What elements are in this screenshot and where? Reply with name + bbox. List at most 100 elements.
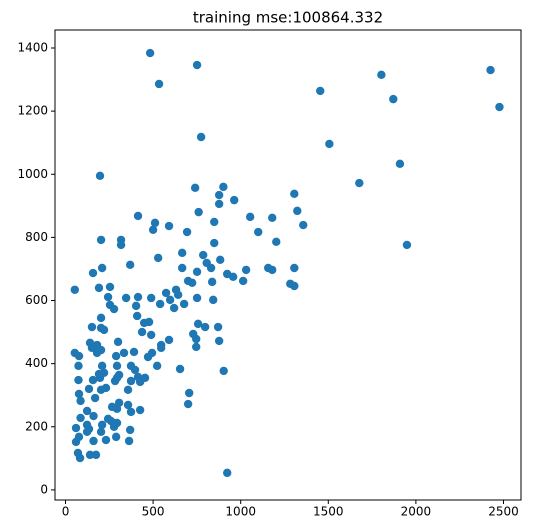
point bbox=[254, 227, 263, 237]
y-tick-label: 1200 bbox=[17, 104, 48, 118]
point bbox=[199, 250, 208, 260]
point bbox=[97, 361, 107, 371]
y-tick-label: 600 bbox=[25, 293, 48, 307]
point bbox=[135, 405, 145, 415]
point bbox=[112, 418, 122, 428]
point bbox=[145, 48, 155, 58]
point bbox=[177, 263, 187, 273]
point bbox=[210, 238, 219, 248]
point bbox=[82, 427, 92, 437]
point bbox=[299, 220, 308, 230]
point bbox=[164, 221, 174, 231]
point bbox=[228, 272, 238, 282]
point bbox=[74, 351, 84, 361]
point bbox=[132, 311, 142, 321]
point bbox=[290, 281, 299, 291]
point bbox=[109, 304, 119, 314]
point bbox=[137, 327, 147, 337]
point bbox=[165, 295, 175, 305]
point bbox=[129, 347, 139, 357]
point bbox=[152, 361, 162, 371]
point bbox=[184, 388, 194, 398]
point bbox=[175, 364, 185, 374]
point bbox=[164, 335, 174, 345]
point bbox=[95, 373, 105, 383]
point bbox=[91, 450, 101, 460]
point bbox=[96, 313, 106, 323]
point bbox=[123, 400, 133, 410]
point bbox=[124, 436, 134, 446]
point bbox=[89, 411, 98, 421]
point bbox=[223, 468, 232, 478]
point bbox=[219, 182, 228, 192]
point bbox=[290, 263, 299, 273]
point bbox=[161, 288, 171, 298]
point bbox=[130, 365, 140, 375]
point bbox=[148, 225, 158, 235]
point bbox=[169, 303, 179, 313]
point bbox=[495, 102, 504, 112]
point bbox=[116, 240, 126, 250]
point bbox=[96, 235, 106, 245]
point bbox=[71, 423, 81, 433]
point bbox=[153, 253, 163, 263]
point bbox=[107, 402, 117, 412]
point bbox=[389, 94, 398, 104]
point bbox=[146, 293, 156, 303]
point bbox=[105, 282, 115, 292]
y-tick-label: 1400 bbox=[17, 40, 48, 54]
chart-title: training mse:100864.332 bbox=[193, 9, 383, 27]
point bbox=[214, 199, 224, 209]
point bbox=[131, 301, 141, 311]
point bbox=[113, 337, 123, 347]
point bbox=[101, 383, 111, 393]
point bbox=[90, 393, 100, 403]
point bbox=[88, 268, 98, 278]
point bbox=[126, 376, 136, 386]
point bbox=[193, 319, 203, 329]
point bbox=[196, 132, 206, 142]
point bbox=[125, 260, 135, 270]
point bbox=[121, 293, 131, 303]
point bbox=[230, 195, 239, 205]
point bbox=[192, 267, 202, 276]
point bbox=[133, 211, 143, 221]
point bbox=[293, 206, 302, 216]
point bbox=[200, 322, 210, 332]
y-tick-label: 400 bbox=[25, 356, 48, 370]
point bbox=[112, 361, 122, 371]
point bbox=[96, 427, 106, 437]
point bbox=[355, 178, 364, 188]
point bbox=[74, 389, 84, 399]
axes-frame bbox=[54, 29, 522, 501]
point bbox=[111, 351, 121, 361]
point bbox=[192, 334, 201, 344]
point bbox=[290, 189, 299, 199]
point bbox=[103, 292, 113, 302]
point bbox=[268, 213, 277, 223]
point bbox=[241, 265, 251, 275]
point bbox=[272, 237, 281, 246]
point bbox=[182, 227, 192, 237]
point bbox=[97, 263, 107, 273]
point bbox=[101, 435, 111, 445]
point bbox=[96, 345, 106, 355]
point bbox=[76, 413, 85, 423]
point bbox=[112, 373, 122, 383]
point bbox=[126, 407, 136, 417]
point bbox=[190, 183, 200, 193]
y-tick-label: 1000 bbox=[17, 167, 48, 181]
point bbox=[70, 285, 79, 294]
point bbox=[74, 375, 83, 385]
point bbox=[325, 139, 334, 149]
point bbox=[183, 399, 193, 409]
point bbox=[219, 366, 228, 376]
point bbox=[82, 406, 92, 416]
point bbox=[245, 212, 255, 222]
point bbox=[71, 437, 81, 447]
point bbox=[214, 190, 224, 200]
point bbox=[194, 207, 203, 217]
point bbox=[206, 263, 216, 273]
